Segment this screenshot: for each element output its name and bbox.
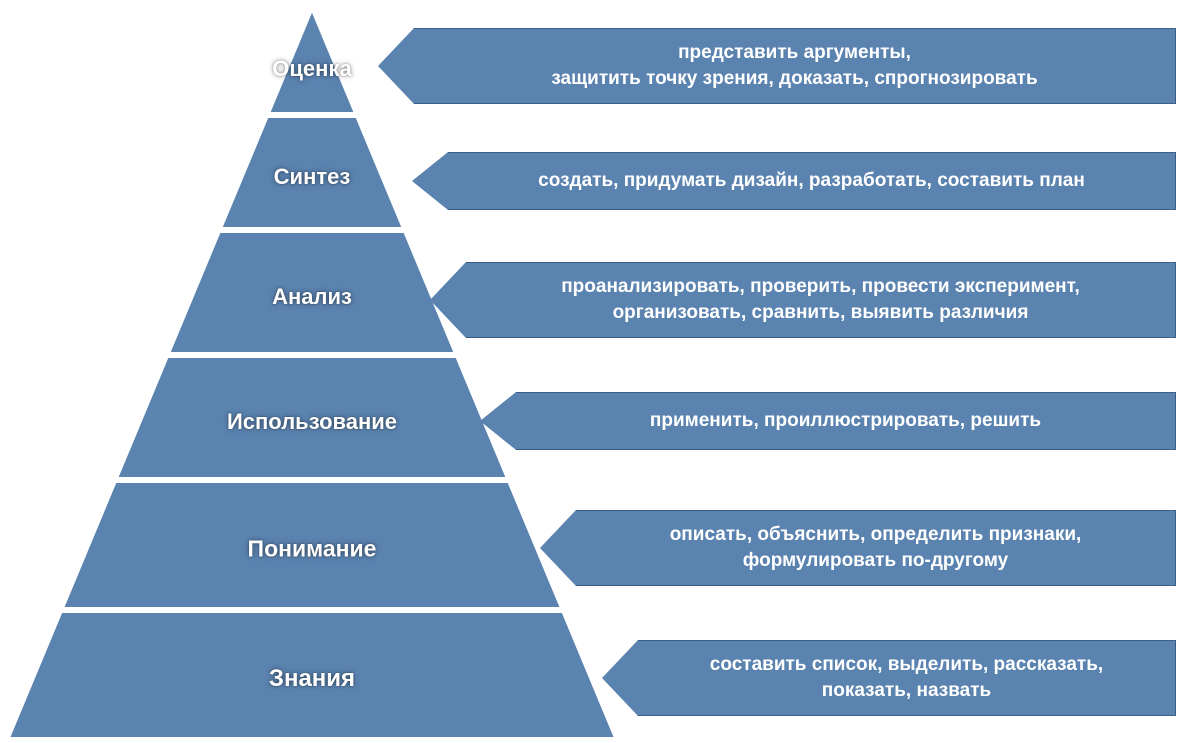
callout-text-knowledge: составить список, выделить, рассказать,п… bbox=[638, 640, 1176, 716]
callout-arrow-icon bbox=[378, 28, 414, 104]
pyramid-label-comprehension: Понимание bbox=[248, 536, 377, 563]
callout-arrow-icon bbox=[430, 262, 466, 338]
pyramid bbox=[0, 0, 1200, 743]
callout-text-analysis: проанализировать, проверить, провести эк… bbox=[466, 262, 1176, 338]
callout-arrow-icon bbox=[412, 152, 448, 210]
callout-arrow-icon bbox=[602, 640, 638, 716]
pyramid-label-application: Использование bbox=[227, 409, 397, 435]
callout-knowledge: составить список, выделить, рассказать,п… bbox=[602, 640, 1176, 716]
callout-arrow-icon bbox=[480, 392, 516, 450]
callout-synthesis: создать, придумать дизайн, разработать, … bbox=[412, 152, 1176, 210]
pyramid-label-evaluation: Оценка bbox=[272, 56, 351, 82]
callout-text-synthesis: создать, придумать дизайн, разработать, … bbox=[448, 152, 1176, 210]
pyramid-label-knowledge: Знания bbox=[269, 665, 355, 693]
callout-arrow-icon bbox=[540, 510, 576, 586]
callout-text-application: применить, проиллюстрировать, решить bbox=[516, 392, 1176, 450]
callout-application: применить, проиллюстрировать, решить bbox=[480, 392, 1176, 450]
pyramid-label-synthesis: Синтез bbox=[274, 164, 351, 190]
pyramid-label-analysis: Анализ bbox=[272, 284, 352, 310]
callout-analysis: проанализировать, проверить, провести эк… bbox=[430, 262, 1176, 338]
callout-text-evaluation: представить аргументы,защитить точку зре… bbox=[414, 28, 1176, 104]
callout-comprehension: описать, объяснить, определить признаки,… bbox=[540, 510, 1176, 586]
callout-evaluation: представить аргументы,защитить точку зре… bbox=[378, 28, 1176, 104]
callout-text-comprehension: описать, объяснить, определить признаки,… bbox=[576, 510, 1176, 586]
